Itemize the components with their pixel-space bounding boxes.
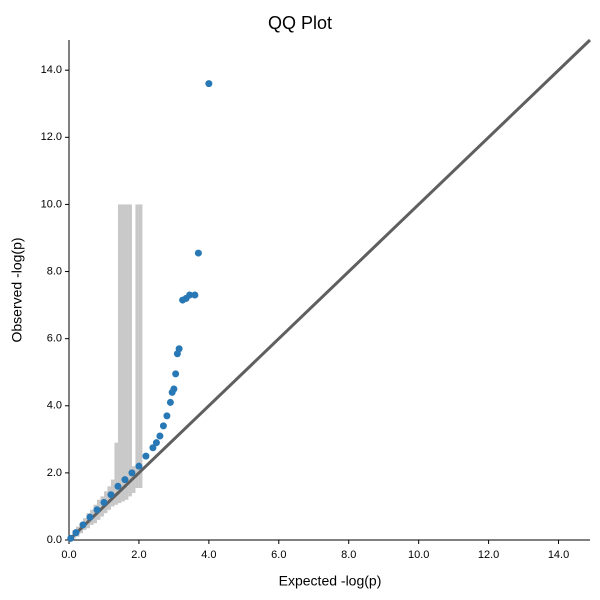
point (156, 432, 164, 440)
point (159, 422, 167, 430)
point (152, 439, 160, 447)
confidence-band (117, 204, 122, 504)
point (191, 291, 199, 299)
x-tick-label: 8.0 (341, 549, 356, 561)
point (142, 452, 150, 460)
x-tick-label: 14.0 (548, 549, 569, 561)
x-tick-label: 4.0 (201, 549, 216, 561)
y-tick-label: 14.0 (41, 64, 62, 76)
chart-title: QQ Plot (268, 13, 332, 33)
y-tick-label: 6.0 (47, 333, 62, 345)
point (79, 521, 87, 529)
reference-line (67, 38, 592, 542)
x-axis-label: Expected -log(p) (279, 573, 382, 589)
y-tick-label: 0.0 (47, 534, 62, 546)
y-tick-label: 2.0 (47, 467, 62, 479)
point (107, 491, 115, 499)
y-tick-label: 4.0 (47, 400, 62, 412)
point (172, 370, 180, 378)
point (86, 513, 94, 521)
point (149, 444, 157, 452)
y-tick-label: 10.0 (41, 198, 62, 210)
point (163, 412, 171, 420)
confidence-band (121, 204, 125, 502)
confidence-band (124, 204, 129, 500)
point (205, 80, 213, 88)
y-tick-label: 12.0 (41, 131, 62, 143)
confidence-band (128, 204, 132, 497)
point (128, 469, 136, 477)
point (67, 534, 75, 542)
point (93, 506, 101, 514)
x-tick-label: 6.0 (271, 549, 286, 561)
point (121, 476, 129, 484)
x-tick-label: 2.0 (131, 549, 146, 561)
point (175, 345, 183, 353)
confidence-band (107, 486, 111, 510)
point (170, 385, 178, 393)
confidence-band (135, 204, 139, 488)
x-tick-label: 10.0 (408, 549, 429, 561)
x-tick-label: 0.0 (61, 549, 76, 561)
y-axis-label: Observed -log(p) (9, 237, 25, 342)
y-tick-label: 8.0 (47, 265, 62, 277)
confidence-band (114, 442, 118, 505)
point (114, 482, 122, 490)
confidence-band (138, 204, 143, 488)
x-tick-label: 12.0 (478, 549, 499, 561)
point (72, 529, 80, 537)
point (194, 249, 202, 257)
point (100, 498, 108, 506)
point (186, 291, 194, 299)
point (166, 398, 174, 406)
point (135, 462, 143, 470)
